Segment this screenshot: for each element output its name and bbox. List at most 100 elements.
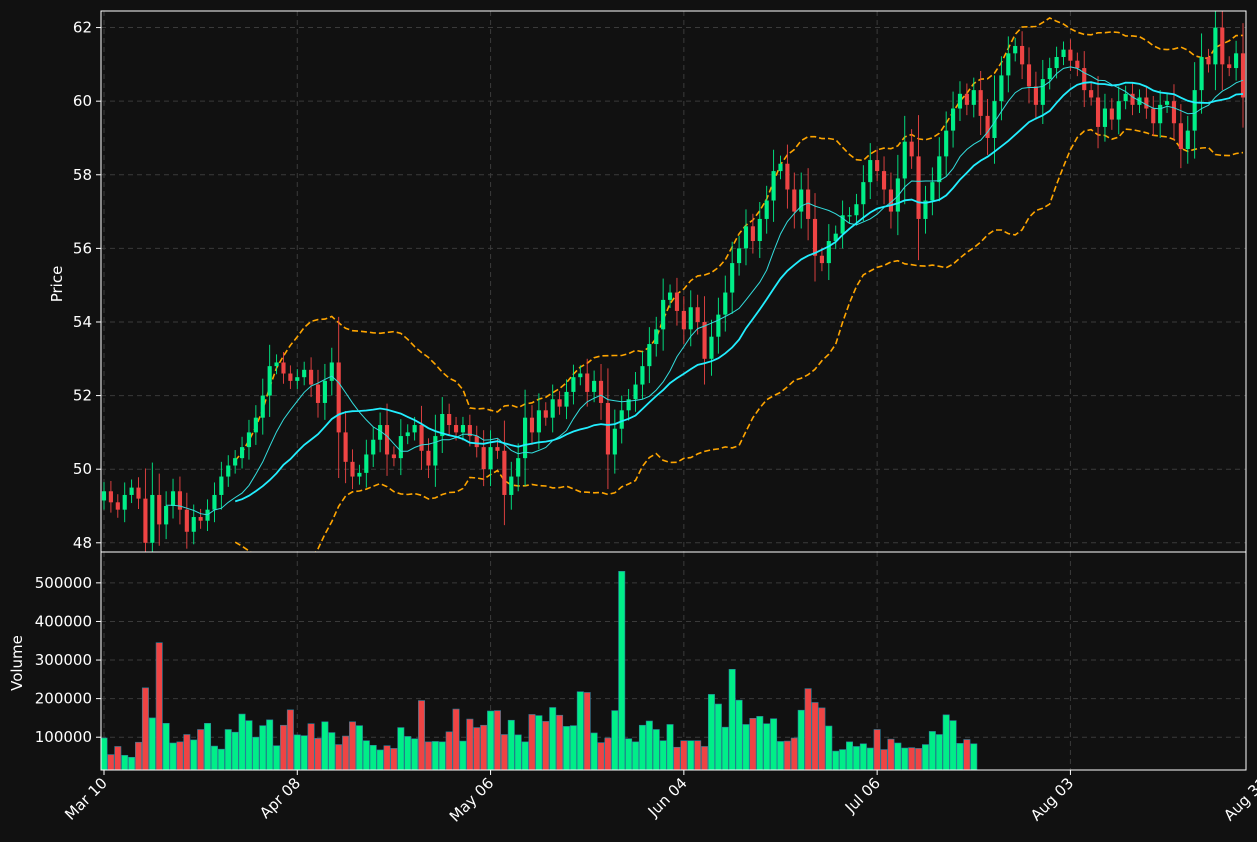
volume-bar (466, 718, 474, 770)
candle-body (281, 362, 286, 374)
volume-bar (176, 741, 184, 770)
volume-bar (438, 741, 446, 770)
volume-tick-label: 400000 (35, 612, 92, 630)
volume-bar (231, 731, 239, 770)
candle-body (937, 156, 942, 183)
volume-bars (101, 570, 978, 770)
candle-body (1164, 101, 1170, 105)
volume-bar (956, 743, 964, 770)
candle-body (1095, 97, 1101, 127)
candle-body (964, 93, 969, 105)
candle-body (743, 226, 749, 249)
candle-body (1040, 79, 1045, 105)
volume-bar (797, 709, 805, 770)
volume-bar (300, 735, 308, 770)
candle-body (433, 436, 438, 466)
candle-body (757, 218, 762, 242)
candle-body (778, 163, 783, 172)
candle-body (847, 215, 852, 217)
candle-body (1192, 90, 1197, 131)
date-tick-label: Aug 03 (1027, 774, 1077, 824)
volume-bar (611, 710, 619, 770)
candle-body (371, 439, 376, 455)
volume-bar (362, 740, 370, 770)
candle-body (709, 336, 714, 359)
volume-bar (121, 755, 129, 770)
moving-averages (166, 66, 1244, 516)
candle-body (274, 362, 279, 367)
candle-body (1240, 53, 1246, 98)
candle-body (667, 292, 673, 300)
candle-body (453, 425, 459, 433)
candle-body (861, 182, 866, 205)
candle-body (1178, 123, 1183, 150)
volume-bar (687, 740, 695, 770)
candle-body (502, 450, 507, 495)
candle-body (157, 494, 162, 525)
volume-bar (431, 741, 439, 770)
candle-body (640, 366, 645, 385)
candle-body (1006, 53, 1011, 76)
candle-body (357, 472, 362, 477)
candle-body (315, 384, 321, 403)
price-y-ticks: 48 50 52 54 56 58 60 62 (73, 19, 101, 552)
volume-bar (376, 749, 384, 770)
volume-bar (963, 739, 971, 770)
candle-body (543, 410, 548, 418)
candle-body (364, 454, 369, 473)
volume-bar (155, 642, 163, 770)
volume-bar (190, 739, 198, 770)
candle-body (447, 413, 452, 426)
candle-body (288, 373, 293, 381)
candle-body (488, 447, 493, 470)
volume-bar (597, 742, 605, 770)
candle-body (1102, 108, 1108, 127)
candle-body (944, 130, 949, 157)
candle-body (412, 425, 417, 433)
price-tick-label: 56 (73, 239, 92, 257)
candle-body (523, 417, 528, 459)
candle-body (267, 366, 272, 396)
candle-body (695, 307, 700, 322)
volume-bar (894, 742, 902, 770)
candle-body (999, 75, 1004, 102)
candle-body (647, 344, 652, 367)
candle-body (1026, 64, 1032, 87)
volume-bar (901, 747, 909, 770)
volume-bar (314, 738, 322, 770)
volume-bar (680, 740, 688, 770)
candle-body (806, 189, 811, 219)
candle-body (681, 310, 686, 330)
candle-body (516, 458, 521, 477)
volume-bar (390, 748, 398, 770)
price-tick-label: 50 (73, 460, 92, 478)
candle-body (467, 425, 472, 437)
volume-bar (383, 745, 391, 770)
volume-bar (569, 725, 577, 770)
candle-body (233, 458, 238, 466)
candle-body (550, 399, 555, 418)
candle-body (1171, 101, 1177, 124)
candle-body (826, 241, 831, 264)
candle-body (785, 163, 790, 190)
candle-body (723, 292, 728, 315)
price-panel-background (101, 11, 1246, 552)
candle-body (661, 299, 666, 330)
volume-bar (404, 736, 412, 770)
volume-tick-label: 300000 (35, 651, 92, 669)
candle-body (529, 417, 535, 433)
volume-bar (452, 708, 460, 770)
volume-bar (101, 737, 108, 770)
candle-body (888, 189, 894, 212)
candle-body (730, 263, 735, 293)
candle-body (170, 491, 176, 506)
candle-body (868, 160, 873, 183)
candle-body (750, 226, 755, 242)
volume-tick-label: 200000 (35, 690, 92, 708)
candle-body (875, 160, 880, 172)
volume-bar (487, 710, 495, 770)
candle-body (405, 432, 410, 437)
volume-bar (880, 749, 888, 770)
candle-body (226, 465, 231, 477)
candle-body (881, 171, 887, 190)
